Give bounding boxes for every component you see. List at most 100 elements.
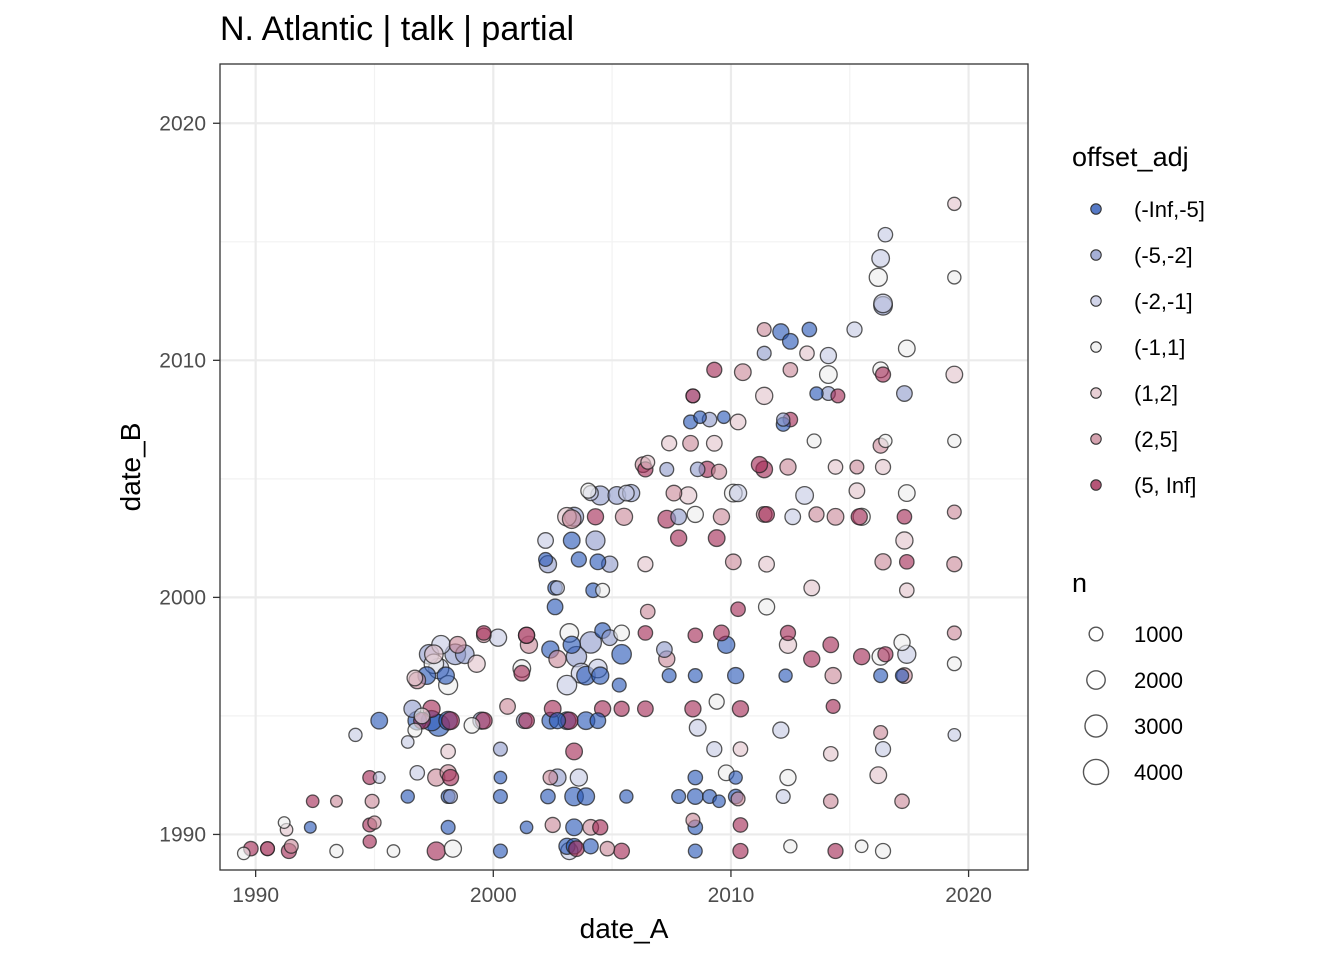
data-point [852, 647, 871, 666]
data-point [259, 841, 276, 857]
data-point [619, 789, 634, 804]
data-point [822, 636, 840, 654]
legend-color-key [1090, 479, 1102, 491]
data-point [728, 770, 743, 785]
legend-color-title: offset_adj [1072, 142, 1189, 172]
data-point [846, 321, 863, 338]
data-point [499, 697, 516, 715]
data-point [732, 842, 749, 860]
data-point [611, 677, 627, 693]
data-point [854, 839, 869, 854]
data-point [441, 711, 460, 731]
grid-major [220, 64, 1028, 870]
data-point [591, 666, 610, 685]
data-point [818, 365, 838, 384]
data-point [561, 509, 582, 530]
data-point [705, 434, 723, 452]
data-point [874, 553, 892, 571]
legend-color-key [1090, 295, 1102, 307]
data-point [878, 433, 893, 449]
data-point [779, 768, 797, 787]
y-tick-label: 2020 [159, 112, 206, 135]
data-point [592, 819, 609, 836]
data-point [707, 529, 726, 548]
chart-title: N. Atlantic | talk | partial [220, 10, 574, 48]
data-point [758, 555, 776, 573]
data-point [665, 484, 683, 502]
data-point [426, 841, 446, 861]
data-point [873, 724, 889, 741]
data-point [436, 666, 455, 685]
legend-size-key [1084, 714, 1108, 738]
data-point [799, 345, 815, 362]
data-point [689, 461, 706, 478]
data-point [442, 788, 459, 805]
data-point [779, 624, 797, 642]
data-point [874, 458, 892, 476]
data-point [548, 649, 567, 669]
data-point [685, 388, 701, 404]
legend-color-label: (-Inf,-5] [1134, 197, 1205, 222]
data-point [728, 483, 748, 503]
data-point [569, 768, 589, 787]
data-point [729, 413, 747, 431]
data-point [819, 346, 838, 365]
data-point [614, 507, 634, 526]
data-point [348, 727, 363, 743]
data-point [687, 769, 704, 786]
data-point [871, 248, 891, 268]
legend-color-key [1090, 387, 1102, 399]
data-point [757, 598, 776, 616]
data-point [873, 293, 893, 314]
legend-color-key [1090, 341, 1102, 353]
data-point [947, 196, 962, 212]
legend-color-label: (-2,-1] [1134, 289, 1193, 314]
data-point [448, 635, 467, 654]
data-point [730, 601, 746, 618]
data-point [400, 789, 415, 804]
x-axis-label: date_A [580, 913, 669, 944]
data-point [542, 769, 559, 786]
data-point [945, 365, 964, 384]
data-point [277, 816, 291, 830]
data-point [772, 721, 790, 739]
data-point [726, 666, 745, 685]
data-point [946, 625, 962, 641]
data-point [803, 650, 821, 668]
data-point [946, 556, 963, 573]
data-point [613, 700, 630, 717]
data-point [710, 463, 728, 480]
data-point [549, 580, 566, 596]
data-point [329, 794, 343, 808]
data-point [637, 625, 654, 641]
data-point [493, 770, 508, 785]
data-point [779, 458, 797, 476]
plot-border [219, 63, 1029, 871]
legend-color-key [1090, 249, 1102, 261]
data-point [825, 698, 841, 714]
data-point [687, 627, 704, 644]
legend-size-label: 2000 [1134, 668, 1183, 693]
y-tick-label: 2000 [159, 586, 206, 609]
data-point [568, 840, 585, 858]
data-point [492, 741, 508, 757]
data-point [441, 768, 460, 787]
data-point [782, 361, 799, 378]
data-point [687, 668, 703, 684]
data-point [413, 707, 431, 725]
data-point [686, 788, 704, 805]
data-point [519, 820, 534, 835]
data-point [562, 635, 581, 655]
data-point [826, 507, 845, 526]
data-point [364, 793, 380, 809]
data-point [775, 412, 791, 427]
data-point [808, 506, 825, 523]
data-point [706, 740, 723, 758]
data-point [756, 321, 772, 338]
data-point [488, 628, 508, 647]
data-point [492, 843, 508, 859]
data-point [946, 504, 962, 520]
data-point [595, 582, 611, 598]
data-point [809, 386, 824, 401]
data-point [946, 656, 962, 672]
